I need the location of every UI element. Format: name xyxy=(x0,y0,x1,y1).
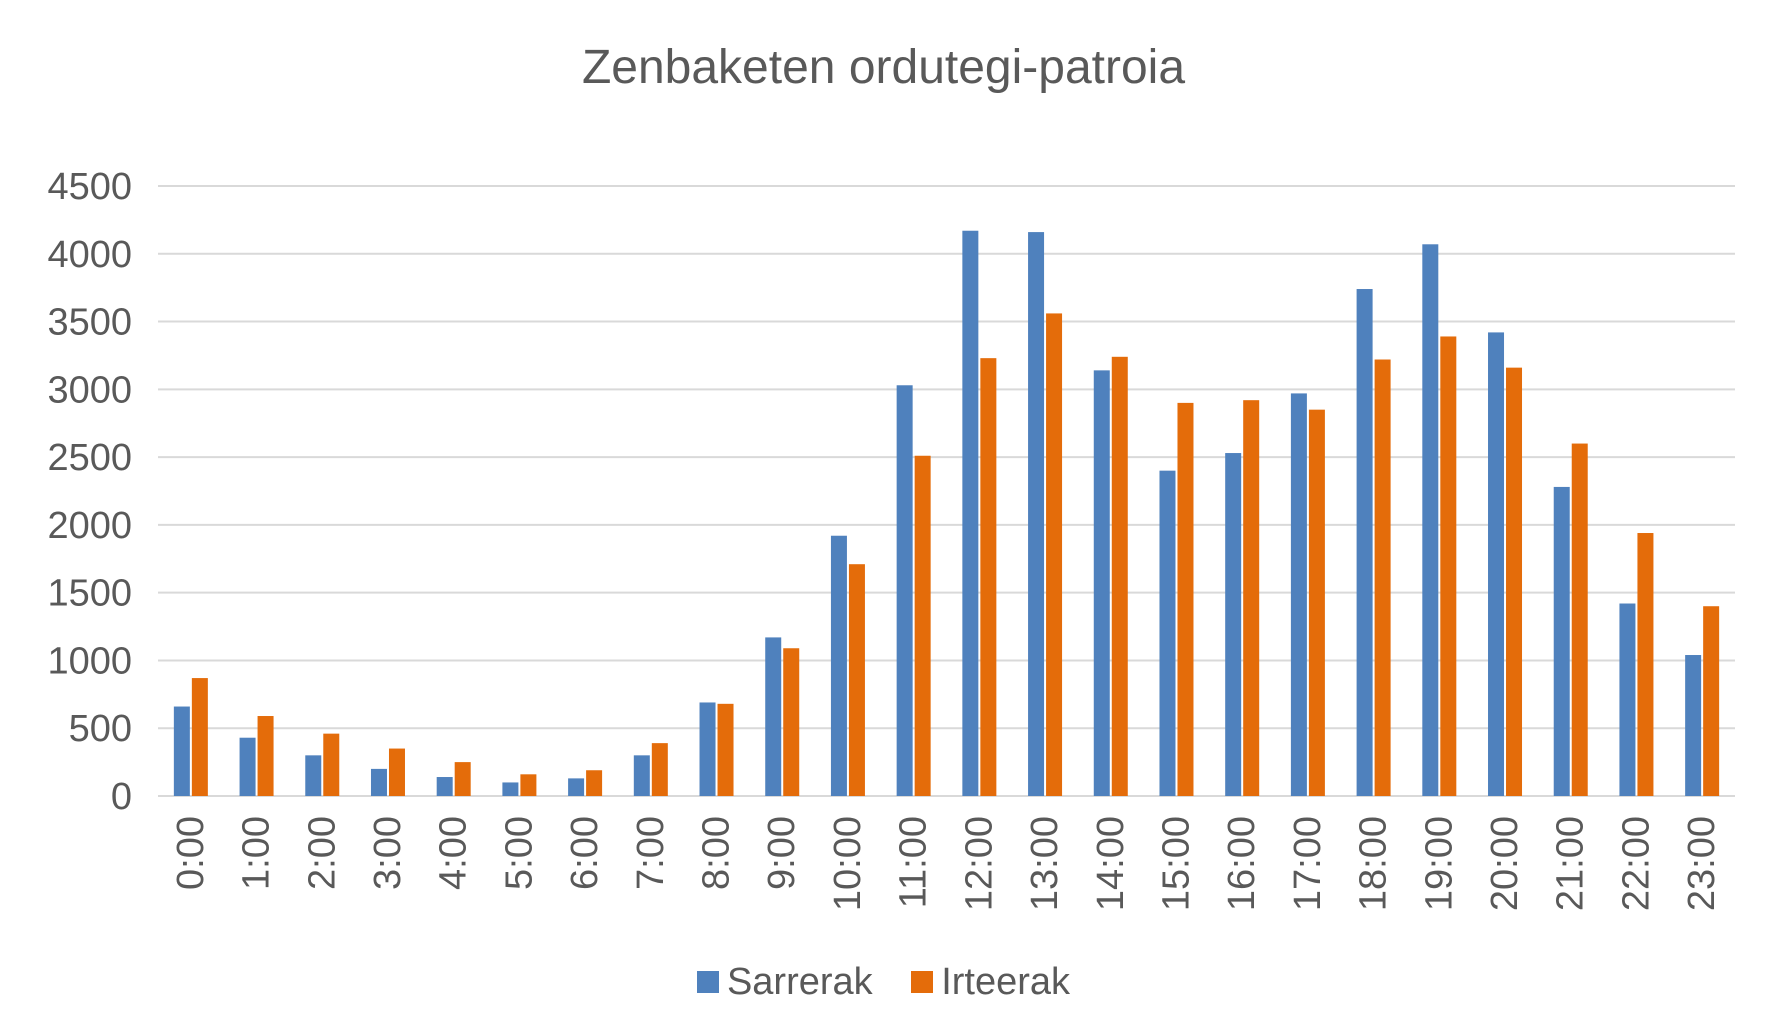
bar-irteerak xyxy=(586,770,603,796)
bar-sarrerak xyxy=(962,230,979,796)
legend-swatch-irteerak xyxy=(911,971,934,993)
x-category-label: 17:00 xyxy=(1287,816,1329,911)
bar-irteerak xyxy=(1111,356,1128,796)
bar-irteerak xyxy=(1440,336,1457,796)
legend: Sarrerak Irteerak xyxy=(0,960,1767,1004)
y-tick-label: 3500 xyxy=(47,302,132,344)
x-category-label: 1:00 xyxy=(236,816,278,890)
x-axis-categories: 0:00 1:00 2:00 3:00 4:00 5:00 6:00 7:00 8:00 9:00… xyxy=(170,816,1723,911)
bars xyxy=(173,230,1720,797)
y-tick-label: 4000 xyxy=(47,234,132,276)
x-category-label: 15:00 xyxy=(1155,816,1197,911)
x-category-label: 5:00 xyxy=(498,816,540,890)
bar-irteerak xyxy=(1177,402,1194,796)
bar-irteerak xyxy=(717,703,734,796)
y-tick-label: 0 xyxy=(111,776,132,818)
x-category-label: 13:00 xyxy=(1024,816,1066,911)
x-category-label: 3:00 xyxy=(367,816,409,890)
x-category-label: 19:00 xyxy=(1418,816,1460,911)
bar-sarrerak xyxy=(699,702,716,796)
x-category-label: 0:00 xyxy=(170,816,212,890)
bar-irteerak xyxy=(1506,367,1523,796)
x-category-label: 4:00 xyxy=(433,816,475,890)
bar-sarrerak xyxy=(1159,470,1176,796)
y-tick-label: 500 xyxy=(69,708,132,750)
bar-sarrerak xyxy=(1488,332,1505,796)
legend-item-sarrerak: Sarrerak xyxy=(696,960,873,1004)
bar-irteerak xyxy=(783,648,800,796)
bar-irteerak xyxy=(1571,443,1588,796)
bar-sarrerak xyxy=(173,706,190,796)
x-category-label: 16:00 xyxy=(1221,816,1263,911)
y-tick-label: 2000 xyxy=(47,505,132,547)
y-axis-ticks: 0 500 1000 1500 2000 2500 3000 3500 4000 4500 xyxy=(47,166,132,818)
bar-irteerak xyxy=(1374,359,1391,796)
bar-sarrerak xyxy=(633,755,650,796)
bar-irteerak xyxy=(191,678,208,796)
bar-irteerak xyxy=(848,564,865,796)
bar-irteerak xyxy=(520,774,537,796)
bar-irteerak xyxy=(323,733,340,796)
x-category-label: 14:00 xyxy=(1090,816,1132,911)
bar-sarrerak xyxy=(1356,289,1373,796)
y-tick-label: 2500 xyxy=(47,437,132,479)
x-category-label: 23:00 xyxy=(1681,816,1723,911)
bar-sarrerak xyxy=(1619,603,1636,796)
legend-item-irteerak: Irteerak xyxy=(911,961,1070,1004)
bar-irteerak xyxy=(388,748,405,796)
x-category-label: 9:00 xyxy=(761,816,803,890)
x-category-label: 2:00 xyxy=(301,816,343,890)
bar-irteerak xyxy=(257,716,274,796)
chart-title: Zenbaketen ordutegi-patroia xyxy=(581,41,1186,94)
x-category-label: 12:00 xyxy=(958,816,1000,911)
x-category-label: 21:00 xyxy=(1550,816,1592,911)
bar-irteerak xyxy=(1637,533,1654,796)
bar-sarrerak xyxy=(1093,370,1110,796)
x-category-label: 18:00 xyxy=(1353,816,1395,911)
bar-sarrerak xyxy=(1290,393,1307,796)
bar-irteerak xyxy=(980,358,997,796)
bar-sarrerak xyxy=(436,777,453,796)
y-tick-label: 4500 xyxy=(47,166,132,208)
bar-irteerak xyxy=(1243,400,1260,796)
bar-sarrerak xyxy=(1685,655,1702,796)
bar-irteerak xyxy=(1046,313,1063,796)
bar-sarrerak xyxy=(1422,244,1439,797)
y-tick-label: 1000 xyxy=(47,640,132,682)
x-category-label: 10:00 xyxy=(827,816,869,911)
bar-irteerak xyxy=(1308,409,1325,796)
bar-sarrerak xyxy=(1553,486,1570,796)
gridlines xyxy=(158,185,1735,797)
bar-sarrerak xyxy=(896,385,913,796)
y-tick-label: 1500 xyxy=(47,573,132,615)
x-category-label: 6:00 xyxy=(564,816,606,890)
bar-irteerak xyxy=(914,455,931,796)
x-category-label: 7:00 xyxy=(630,816,672,890)
x-category-label: 20:00 xyxy=(1484,816,1526,911)
bar-irteerak xyxy=(651,743,668,796)
bar-sarrerak xyxy=(239,737,256,796)
bar-sarrerak xyxy=(1028,232,1045,797)
bar-sarrerak xyxy=(370,768,387,796)
x-category-label: 22:00 xyxy=(1615,816,1657,911)
y-tick-label: 3000 xyxy=(47,369,132,411)
x-category-label: 11:00 xyxy=(893,816,935,908)
bar-sarrerak xyxy=(502,782,519,796)
bar-sarrerak xyxy=(830,535,847,796)
bar-sarrerak xyxy=(305,755,322,796)
legend-label-irteerak: Irteerak xyxy=(941,960,1071,1003)
bar-irteerak xyxy=(454,762,471,796)
bar-irteerak xyxy=(1703,606,1720,796)
legend-label-sarrerak: Sarrerak xyxy=(726,960,873,1003)
x-category-label: 8:00 xyxy=(696,816,738,890)
bar-sarrerak xyxy=(765,637,782,796)
bar-sarrerak xyxy=(1225,453,1242,796)
bar-sarrerak xyxy=(568,778,585,796)
legend-swatch-sarrerak xyxy=(696,971,719,993)
